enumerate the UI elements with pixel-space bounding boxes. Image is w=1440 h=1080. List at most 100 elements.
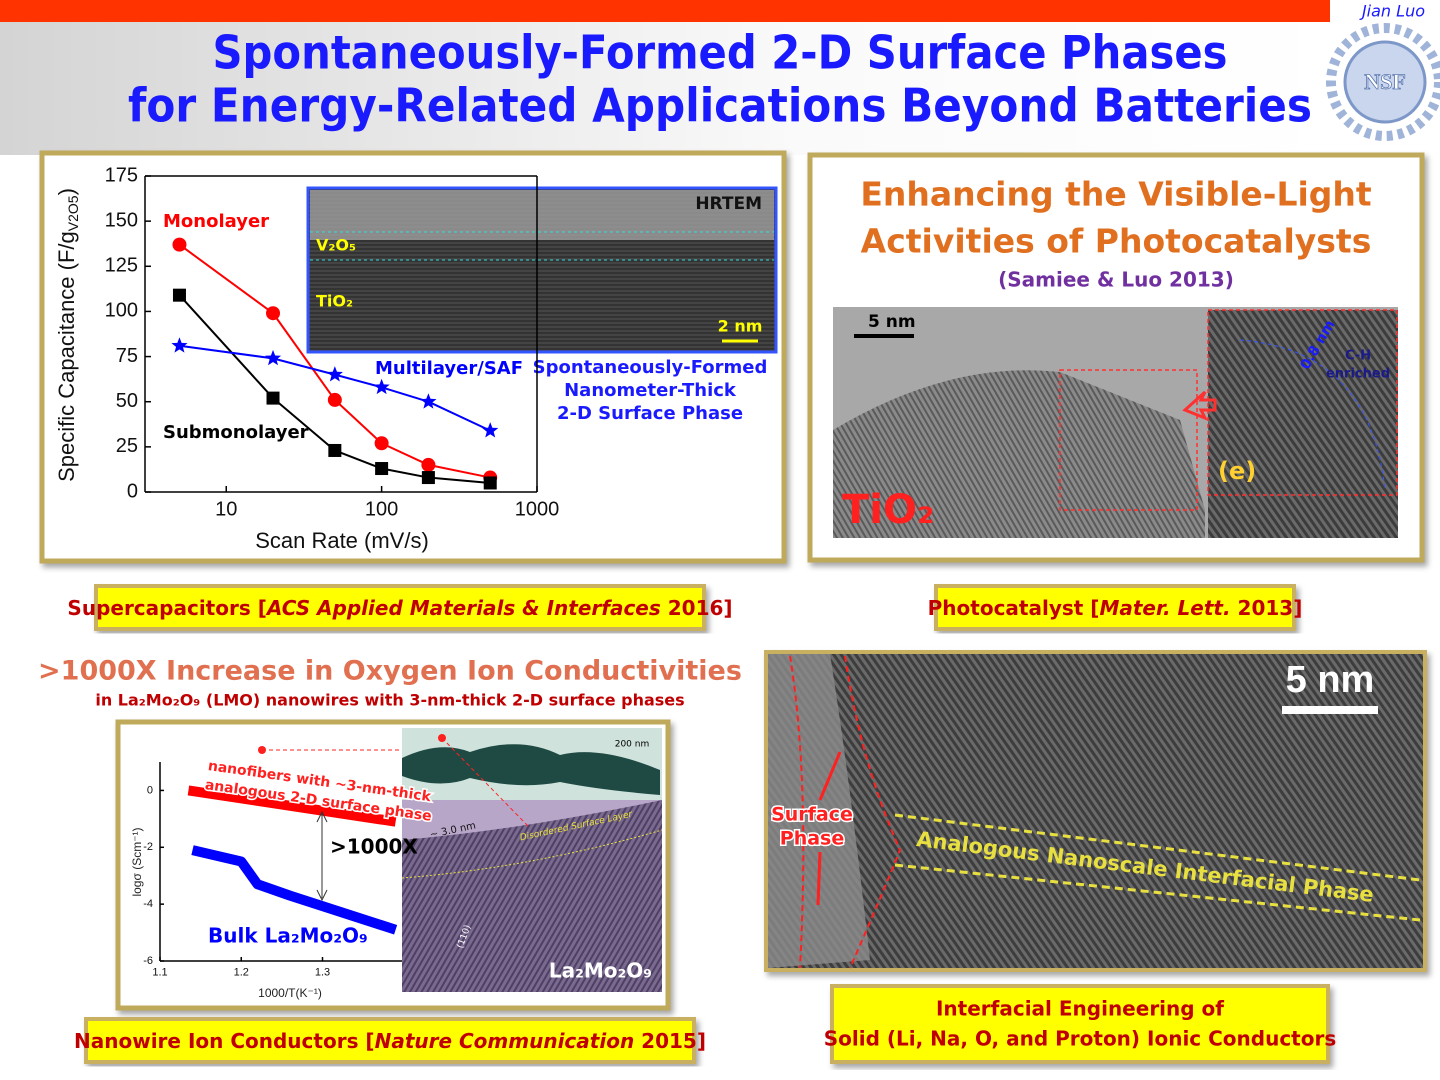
series-line — [191, 845, 398, 935]
marker — [421, 457, 436, 472]
x-tick-label: 1.1 — [152, 967, 167, 979]
marker — [172, 288, 186, 302]
enriched-label: enriched — [1326, 367, 1390, 382]
interface-image — [764, 650, 1427, 972]
surface-label: Surface — [771, 804, 853, 826]
scale-label: 200 nm — [615, 740, 650, 750]
panel-heading: Enhancing the Visible-Light — [860, 175, 1372, 214]
y-axis-label: Specific Capacitance (F/gV2O5) — [54, 188, 81, 482]
legend-label: Submonolayer — [163, 422, 309, 443]
caption-journal: Mater. Lett. — [1099, 596, 1230, 620]
panel-letter: (e) — [1218, 457, 1256, 485]
surface-layer — [402, 800, 662, 840]
caption: Solid (Li, Na, O, and Proton) Ionic Cond… — [824, 1027, 1337, 1051]
x-tick-label: 1.2 — [234, 967, 249, 979]
logo-text: NSF — [1364, 69, 1406, 94]
caption-part: Photocatalyst [ — [928, 596, 1100, 620]
y-tick-label: 25 — [116, 435, 138, 457]
marker — [483, 476, 497, 490]
x-tick-label: 10 — [215, 498, 237, 520]
y-tick-label: 125 — [105, 255, 138, 277]
enriched-label: C-H — [1345, 349, 1371, 364]
y-tick-label: 0 — [127, 480, 138, 502]
scale-label: 2 nm — [718, 317, 763, 336]
material-label: TiO₂ — [842, 487, 935, 533]
marker — [375, 462, 389, 476]
inset-label: V₂O₅ — [316, 236, 356, 255]
x-axis-label: 1000/T(K⁻¹) — [258, 986, 322, 1000]
title-line: Spontaneously-Formed 2-D Surface Phases — [213, 26, 1228, 80]
marker — [373, 378, 390, 395]
boundary — [1239, 339, 1386, 491]
marker — [266, 391, 280, 405]
capacitance-chart: HRTEM V₂O₅ TiO₂ 2 nm Spontaneously-Forme… — [54, 164, 778, 553]
scale-label: 5 nm — [868, 312, 916, 332]
caption-box — [84, 1017, 696, 1064]
y-label-sub: V2O5 — [65, 195, 81, 231]
marker — [420, 393, 437, 409]
y-tick-label: 150 — [105, 209, 138, 231]
photocatalyst-image: 5 nm 0.8 nm C-H enriched (e) TiO₂ — [833, 307, 1398, 538]
marker — [172, 237, 187, 252]
y-tick-label: -2 — [143, 841, 153, 853]
boundary — [789, 655, 902, 969]
marker — [328, 443, 342, 457]
scale-bar — [1282, 706, 1378, 714]
series-line — [178, 294, 491, 484]
caption-box — [934, 584, 1296, 631]
surface-arrow — [816, 751, 842, 906]
marker — [171, 337, 188, 353]
nanowire — [402, 744, 660, 795]
series-line — [178, 243, 491, 479]
series-line — [179, 344, 491, 432]
caption-journal: ACS Applied Materials & Interfaces — [265, 596, 661, 620]
citation: (Samiee & Luo 2013) — [998, 268, 1234, 292]
author: Jian Luo — [1359, 2, 1425, 21]
annotation: Spontaneously-Formed — [533, 357, 768, 378]
pointer-dot — [438, 734, 446, 742]
ratio-label: >1000X — [330, 835, 418, 859]
layer-line — [401, 829, 663, 879]
zoom-box — [1059, 369, 1198, 511]
x-tick-label: 1.3 — [315, 967, 330, 979]
top-bar — [0, 0, 1440, 22]
x-tick-label: 100 — [365, 498, 398, 520]
caption-box — [94, 584, 706, 631]
series-line — [187, 785, 397, 827]
marker — [266, 306, 281, 321]
scale-label: 5 nm — [1286, 659, 1375, 701]
x-axis-label: Scan Rate (mV/s) — [255, 528, 429, 553]
x-tick-label: 1000 — [515, 498, 560, 520]
pointer-dot — [258, 746, 266, 754]
caption-journal: Nature Communication — [375, 1029, 635, 1053]
surface-region — [768, 654, 870, 968]
title-band — [0, 22, 1330, 155]
arrow-heads — [316, 810, 328, 902]
legend-label: Monolayer — [163, 211, 269, 232]
marker — [326, 366, 343, 382]
y-tick-label: 100 — [105, 300, 138, 322]
caption-part: 2015] — [634, 1029, 706, 1053]
y-tick-label: 75 — [116, 345, 138, 367]
inset-label: TiO₂ — [316, 292, 353, 311]
caption-part: Supercapacitors [ — [67, 596, 266, 620]
marker — [264, 349, 282, 366]
y-label-end: ) — [54, 188, 79, 195]
author-box — [1330, 0, 1440, 22]
caption-part: 2016] — [661, 596, 733, 620]
y-tick-label: -6 — [143, 955, 153, 967]
marker — [421, 471, 435, 485]
zoom-box — [1207, 309, 1398, 496]
nanowire-image: 200 nm ~ 3.0 nm Disordered Surface Layer… — [258, 728, 663, 992]
annotation: Nanometer-Thick — [564, 380, 737, 401]
surface-label: Phase — [780, 828, 844, 850]
particle — [833, 370, 1205, 538]
legend-label: Bulk La₂Mo₂O₉ — [208, 924, 368, 948]
caption-part: Nanowire Ion Conductors [ — [74, 1029, 375, 1053]
panel-heading: Activities of Photocatalysts — [861, 222, 1372, 261]
title-line: for Energy-Related Applications Beyond B… — [128, 79, 1312, 133]
annotation: 2-D Surface Phase — [557, 403, 743, 424]
caption: Interfacial Engineering of — [936, 997, 1224, 1021]
inset-label: HRTEM — [695, 194, 762, 214]
